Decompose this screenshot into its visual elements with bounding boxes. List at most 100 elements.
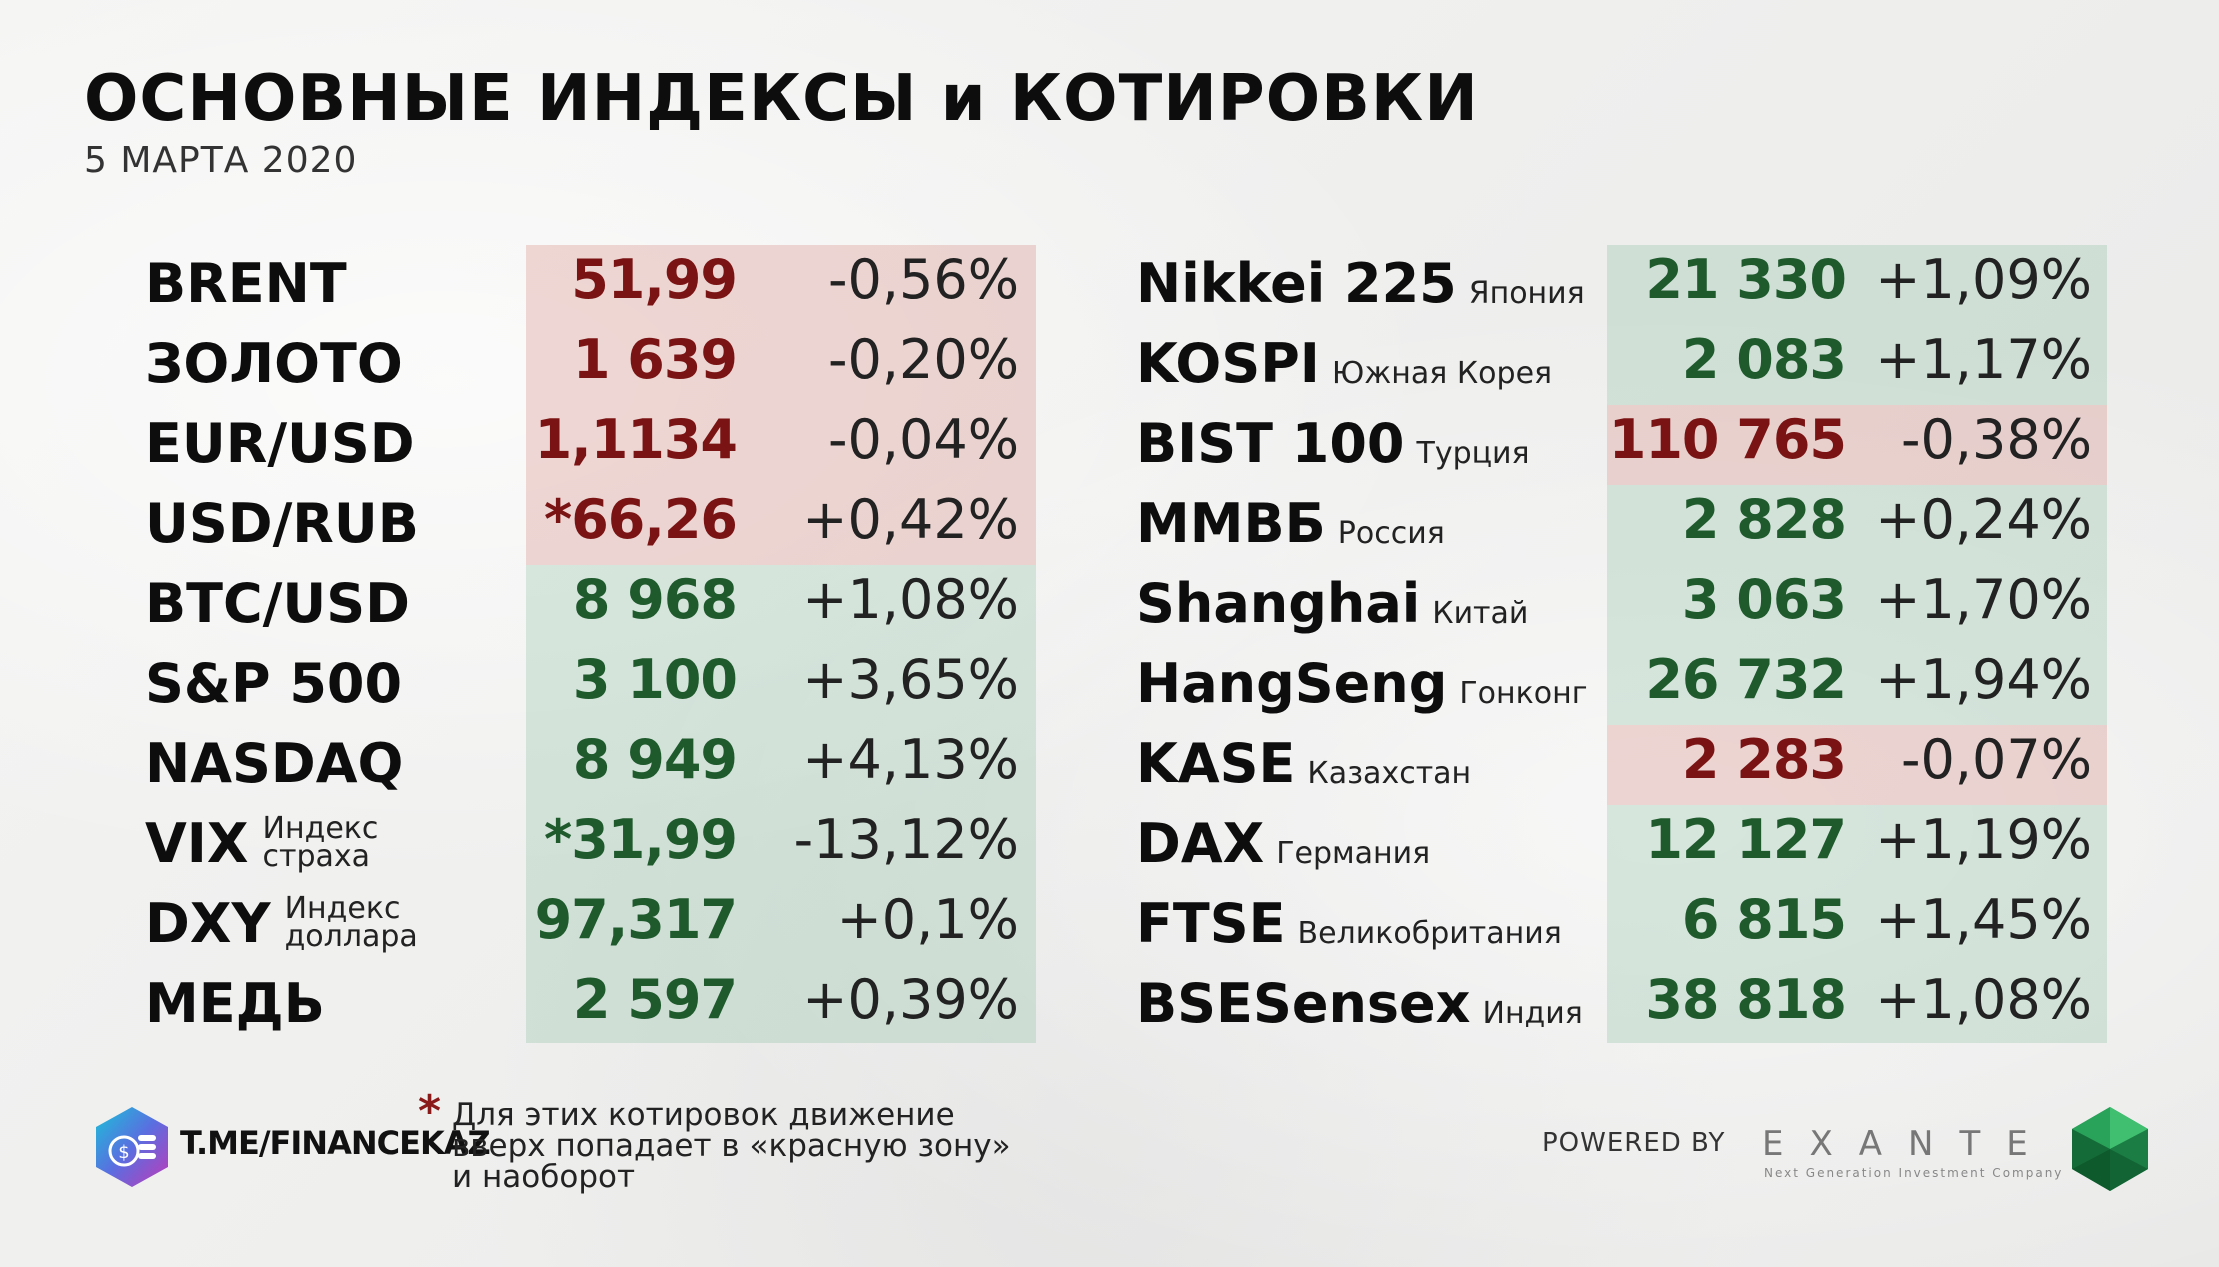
green-gem-icon	[2072, 1107, 2148, 1191]
quote-subtitle-line: Индекс	[262, 811, 379, 846]
quote-row-dax: DAX Германия	[1136, 803, 1430, 883]
quote-change: +1,45%	[1875, 888, 2092, 951]
quote-value: 3 063	[1681, 568, 1847, 631]
quote-change: +1,09%	[1875, 248, 2092, 311]
quote-row-nasdaq: NASDAQ	[145, 723, 403, 803]
right-red-zone-2	[1607, 725, 2107, 805]
quote-name: HangSeng	[1136, 651, 1448, 715]
right-green-zone-3	[1607, 805, 2107, 1043]
quote-value: 26 732	[1645, 648, 1847, 711]
right-green-zone-2	[1607, 485, 2107, 725]
quote-value: 110 765	[1608, 408, 1847, 471]
quote-value: 6 815	[1681, 888, 1847, 951]
quote-row-hangseng: HangSeng Гонконг	[1136, 643, 1587, 723]
quote-name: KOSPI	[1136, 331, 1320, 395]
quote-row-mmvb: ММВБ Россия	[1136, 483, 1445, 563]
exante-tagline: Next Generation Investment Company	[1764, 1166, 2064, 1180]
quote-change: -0,56%	[827, 248, 1019, 311]
quote-change: -0,38%	[1900, 408, 2092, 471]
quote-value: 8 949	[572, 728, 738, 791]
quote-country: Турция	[1416, 435, 1530, 471]
quote-value: 2 283	[1681, 728, 1847, 791]
quote-name: МЕДЬ	[145, 971, 325, 1035]
quote-row-nikkei: Nikkei 225 Япония	[1136, 243, 1585, 323]
quote-name: Nikkei 225	[1136, 251, 1457, 315]
quote-value: 2 597	[572, 968, 738, 1031]
quote-change: -13,12%	[793, 808, 1019, 871]
quote-value: 1,1134	[534, 408, 738, 471]
quote-country: Южная Корея	[1331, 355, 1553, 391]
quote-row-gold: ЗОЛОТО	[145, 323, 403, 403]
quote-value: 12 127	[1645, 808, 1847, 871]
quote-name: DXY	[145, 891, 271, 955]
quote-value: 51,99	[571, 248, 738, 311]
quote-change: +1,08%	[802, 568, 1019, 631]
quote-change: +1,94%	[1875, 648, 2092, 711]
quote-change: +1,19%	[1875, 808, 2092, 871]
quote-name: EUR/USD	[145, 411, 415, 475]
quote-subtitle: Индекс доллара	[284, 894, 418, 954]
left-green-zone	[526, 565, 1036, 1043]
quote-country: Япония	[1468, 275, 1585, 311]
quote-change: +1,70%	[1875, 568, 2092, 631]
quote-change: -0,20%	[827, 328, 1019, 391]
quote-name: ЗОЛОТО	[145, 331, 403, 395]
quote-change: +0,24%	[1875, 488, 2092, 551]
powered-by-label: POWERED BY	[1542, 1128, 1726, 1158]
telegram-link[interactable]: T.ME/FINANCEKAZ	[180, 1124, 491, 1162]
quote-value: 97,317	[534, 888, 738, 951]
right-green-zone-1	[1607, 245, 2107, 405]
quote-name: S&P 500	[145, 651, 403, 715]
quote-change: +0,42%	[802, 488, 1019, 551]
quote-row-ftse: FTSE Великобритания	[1136, 883, 1562, 963]
quote-row-dxy: DXY Индекс доллара	[145, 883, 418, 963]
footnote-line: Для этих котировок движение	[452, 1097, 955, 1133]
quote-country: Казахстан	[1307, 755, 1472, 791]
quote-row-btcusd: BTC/USD	[145, 563, 410, 643]
quote-row-usdrub: USD/RUB	[145, 483, 419, 563]
page-date: 5 МАРТА 2020	[84, 140, 358, 181]
quote-country: Россия	[1337, 515, 1445, 551]
quote-change: +3,65%	[802, 648, 1019, 711]
quote-value: 2 083	[1681, 328, 1847, 391]
quote-row-brent: BRENT	[145, 243, 347, 323]
quote-row-sp500: S&P 500	[145, 643, 402, 723]
quote-name: BSESensex	[1136, 971, 1471, 1035]
left-red-zone	[526, 245, 1036, 565]
quote-country: Индия	[1482, 995, 1583, 1031]
quote-value: 21 330	[1645, 248, 1847, 311]
quote-change: +4,13%	[802, 728, 1019, 791]
quote-value: 8 968	[572, 568, 738, 631]
quote-country: Гонконг	[1459, 675, 1588, 711]
quote-row-vix: VIX Индекс страха	[145, 803, 378, 883]
quote-row-kase: KASE Казахстан	[1136, 723, 1471, 803]
exante-logo-text: EXANTE	[1762, 1124, 2054, 1164]
quote-change: +0,39%	[802, 968, 1019, 1031]
quote-subtitle-line: доллара	[284, 919, 418, 954]
quote-value: *31,99	[543, 808, 738, 871]
quote-name: USD/RUB	[145, 491, 419, 555]
page-title: ОСНОВНЫЕ ИНДЕКСЫ и КОТИРОВКИ	[84, 62, 1479, 136]
footnote-text: Для этих котировок движение вверх попада…	[452, 1100, 1011, 1193]
quote-name: DAX	[1136, 811, 1265, 875]
quote-change: +0,1%	[836, 888, 1019, 951]
footnote-line: вверх попадает в «красную зону»	[452, 1128, 1011, 1164]
right-red-zone-1	[1607, 405, 2107, 485]
quote-row-eurusd: EUR/USD	[145, 403, 415, 483]
quote-row-bsesensex: BSESensex Индия	[1136, 963, 1583, 1043]
quote-name: NASDAQ	[145, 731, 404, 795]
quote-name: FTSE	[1136, 891, 1286, 955]
quote-row-shanghai: Shanghai Китай	[1136, 563, 1528, 643]
quote-row-copper: МЕДЬ	[145, 963, 325, 1043]
quote-name: BRENT	[145, 251, 347, 315]
quote-row-bist100: BIST 100 Турция	[1136, 403, 1530, 483]
quote-country: Великобритания	[1297, 915, 1562, 951]
quote-change: -0,04%	[827, 408, 1019, 471]
coin-stack-hexagon-icon: $	[96, 1107, 168, 1187]
quote-name: KASE	[1136, 731, 1296, 795]
quote-subtitle: Индекс страха	[262, 811, 379, 872]
footnote-line: и наоборот	[452, 1159, 636, 1195]
quote-name: BIST 100	[1136, 411, 1405, 475]
quote-change: +1,08%	[1875, 968, 2092, 1031]
quote-value: 2 828	[1681, 488, 1847, 551]
